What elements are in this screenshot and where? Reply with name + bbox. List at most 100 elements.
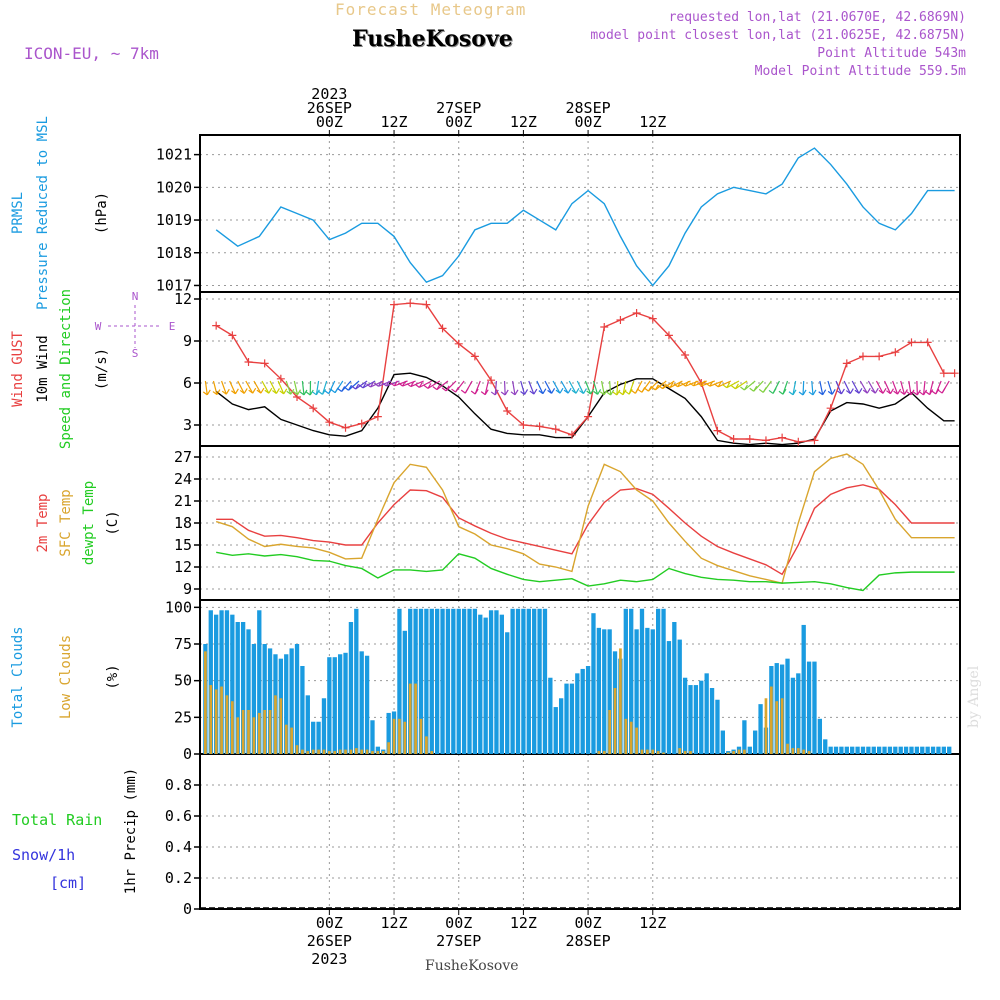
wind-label: 10m Wind [35, 335, 51, 402]
total-cloud-bar [343, 652, 348, 754]
wind-gust-line-marker [341, 423, 350, 432]
wind-arrow-head [414, 382, 423, 388]
wind-arrow-head [689, 380, 698, 387]
total-cloud-bar [812, 661, 817, 754]
wind-gust-line-marker [276, 374, 285, 383]
low-cloud-bar [656, 751, 660, 754]
wind-arrow-head [351, 383, 360, 390]
low-cloud-bar [381, 751, 385, 754]
y-tick-label: 27 [174, 448, 192, 466]
wind-arrow-head [837, 388, 845, 395]
low-cloud-bar [764, 698, 768, 754]
wind-arrow [544, 380, 553, 394]
wind-arrow [212, 380, 218, 395]
total-cloud-bar [661, 608, 666, 754]
y-tick-label: 75 [174, 635, 192, 653]
total-cloud-bar [240, 622, 246, 754]
y-tick-label: 9 [183, 332, 192, 350]
wind-gust-line-marker [632, 309, 641, 317]
compass-s: S [132, 347, 139, 360]
wind-gust-line-marker [778, 433, 787, 442]
low-cloud-bar [619, 648, 622, 754]
total-cloud-bar [855, 746, 860, 754]
total-cloud-bar [639, 608, 645, 754]
panel-frame [199, 291, 961, 447]
total-cloud-bar [316, 721, 321, 754]
bottom-time-label: 12Z [639, 914, 666, 932]
total-cloud-bar [548, 677, 553, 754]
wind-arrow-head [612, 389, 621, 396]
total-cloud-bar [321, 698, 327, 754]
total-cloud-bar [354, 608, 359, 754]
wind-gust-line-marker [228, 331, 237, 340]
total-cloud-bar [311, 721, 316, 754]
total-cloud-bar [467, 608, 472, 754]
wind-arrow [851, 380, 860, 394]
low-cloud-bar [414, 683, 417, 754]
low-cloud-bar [284, 724, 288, 754]
total-cloud-bar [575, 673, 580, 754]
low-cloud-bar [419, 718, 423, 754]
total-cloud-bar [435, 608, 440, 754]
wind-arrow-head [451, 386, 460, 393]
low-cloud-bar [780, 698, 784, 754]
wind-arrow-head [432, 384, 441, 391]
pressure-line [215, 147, 955, 287]
wind-arrow [908, 380, 912, 395]
total-cloud-bar [375, 746, 381, 754]
wind-gust-line-marker [390, 300, 399, 309]
wind-gust-line-marker [551, 425, 560, 434]
compass-e: E [169, 320, 176, 333]
wind-arrow [277, 380, 285, 395]
wind-arrow-head [606, 389, 615, 396]
bottom-time-label: 2023 [311, 950, 347, 968]
bottom-time-label: 00Z [445, 914, 472, 932]
total-cloud-bar [817, 718, 823, 754]
wind-gust-line-marker [826, 404, 835, 413]
wind-arrow-head [390, 380, 398, 387]
total-cloud-bar [645, 627, 650, 754]
wind-arrow [655, 380, 667, 391]
low-cloud-bar [624, 718, 628, 754]
total-cloud-bar [903, 746, 909, 754]
snow-label: Snow/1h [12, 846, 75, 864]
wind-arrow [503, 380, 506, 396]
wind-arrow [792, 380, 797, 395]
wind-arrow-head [862, 387, 871, 394]
total-cloud-bar [526, 608, 531, 754]
total-cloud-bar [947, 746, 952, 754]
wind-arrow [867, 380, 876, 394]
wind-arrow-head [740, 384, 748, 391]
low-cloud-bar [387, 742, 390, 754]
low-cloud-bar [726, 752, 730, 754]
wind-arrow [900, 380, 906, 395]
snow-unit-label: [cm] [50, 874, 86, 892]
wind-gust-line-marker [713, 426, 722, 435]
temp-unit: (C) [105, 510, 121, 535]
total-cloud-bar [224, 610, 230, 754]
total-clouds-label: Total Clouds [10, 626, 26, 727]
wind-unit: (m/s) [94, 348, 110, 390]
total-cloud-bar [796, 673, 801, 754]
wind-arrow [348, 380, 360, 391]
total-cloud-bar [688, 685, 693, 754]
wind-arrow [875, 380, 884, 394]
total-cloud-bar [418, 608, 424, 754]
total-cloud-bar [408, 608, 413, 754]
wind-arrow-head [586, 388, 595, 395]
wind-gust-line-marker [664, 331, 673, 340]
low-cloud-bar [689, 751, 692, 754]
total-cloud-bar [440, 608, 445, 754]
wind-arrow-head [344, 384, 353, 391]
wind-gust-line-marker [212, 321, 221, 330]
wind-arrow-head [886, 388, 894, 395]
wind-arrow-head [374, 380, 382, 387]
wind-arrow-head [749, 385, 758, 392]
y-tick-label: 0 [183, 900, 192, 918]
y-tick-label: 0.2 [165, 869, 192, 887]
wind-arrow [436, 380, 449, 391]
wind-gust-line-marker [470, 352, 479, 361]
wind-arrow-head [231, 388, 239, 395]
top-time-label: 00Z [575, 113, 602, 131]
